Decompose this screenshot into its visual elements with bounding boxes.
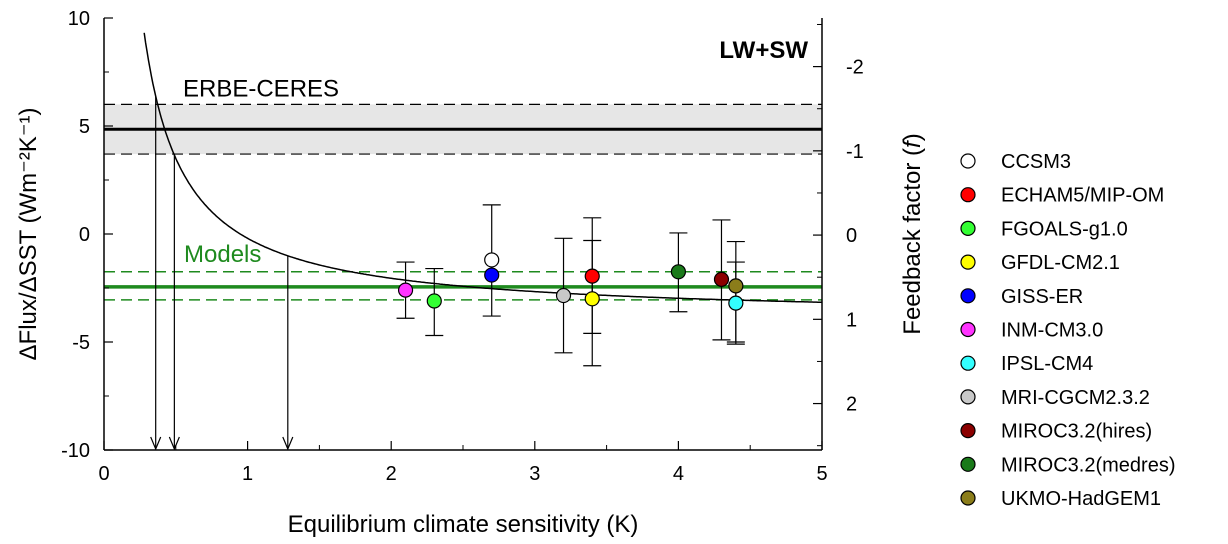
right-tick-label: -2 xyxy=(846,57,864,79)
data-point xyxy=(555,287,572,304)
y-tick-label: 10 xyxy=(68,8,90,30)
legend-label: INM-CM3.0 xyxy=(1001,320,1103,342)
right-title-end: ) xyxy=(899,133,926,141)
x-ticks-group: 0 1 2 3 4 5 xyxy=(98,441,828,485)
data-point xyxy=(713,271,730,287)
y-tick-label: -10 xyxy=(61,440,90,462)
data-point xyxy=(426,293,442,309)
legend-label: CCSM3 xyxy=(1001,151,1071,173)
right-title-text: Feedback factor ( xyxy=(899,148,926,335)
legend-marker xyxy=(960,456,976,472)
right-tick-label: 1 xyxy=(846,309,857,331)
legend-label: GISS-ER xyxy=(1001,286,1083,308)
y-tick-label: 5 xyxy=(79,116,90,138)
right-tick-label: -1 xyxy=(846,141,864,163)
data-point xyxy=(484,252,500,268)
legend-marker xyxy=(960,153,976,169)
legend-label: MIROC3.2(hires) xyxy=(1001,421,1152,443)
legend-label: IPSL-CM4 xyxy=(1001,353,1093,375)
x-tick-label: 2 xyxy=(386,463,397,485)
legend-label: ECHAM5/MIP-OM xyxy=(1001,185,1164,207)
x-tick-label: 3 xyxy=(529,463,540,485)
legend-marker xyxy=(960,220,976,236)
erbe-ceres-label: ERBE-CERES xyxy=(183,75,339,102)
legend-marker xyxy=(960,389,976,405)
legend-marker xyxy=(960,355,976,371)
y-ticks-group: -10 -5 0 5 10 xyxy=(61,8,113,462)
y-axis-title-right: Feedback factor (f) xyxy=(899,133,926,334)
data-point xyxy=(728,278,744,294)
x-tick-label: 4 xyxy=(673,463,684,485)
right-ticks-group: -2 -1 0 1 2 xyxy=(813,23,864,447)
curve-group xyxy=(143,32,822,304)
models-label: Models xyxy=(184,241,261,268)
points-group xyxy=(397,252,744,311)
data-point xyxy=(397,282,414,298)
x-tick-label: 0 xyxy=(98,463,109,485)
legend-label: GFDL-CM2.1 xyxy=(1001,252,1120,274)
right-title-symbol: f xyxy=(899,139,926,148)
x-tick-label: 1 xyxy=(242,463,253,485)
x-tick-label: 5 xyxy=(816,463,827,485)
arrow-head xyxy=(282,436,294,451)
data-point xyxy=(584,291,600,307)
legend-label: UKMO-HadGEM1 xyxy=(1001,488,1161,510)
x-axis-title: Equilibrium climate sensitivity (K) xyxy=(288,511,639,538)
legend-marker xyxy=(960,490,976,506)
legend-marker xyxy=(960,423,976,439)
legend-label: FGOALS-g1.0 xyxy=(1001,218,1128,240)
right-tick-label: 2 xyxy=(846,394,857,416)
right-tick-label: 0 xyxy=(846,225,857,247)
arrows-group xyxy=(150,96,294,451)
arrow-head xyxy=(150,436,162,451)
y-tick-label: 0 xyxy=(79,224,90,246)
arrow-head xyxy=(168,436,180,451)
data-point xyxy=(584,268,600,284)
y-axis-title-left: ΔFlux/ΔSST (Wm⁻²K⁻¹) xyxy=(15,108,42,361)
legend: CCSM3 ECHAM5/MIP-OM FGOALS-g1.0 GFDL-CM2.1 G… xyxy=(960,151,1175,510)
legend-marker xyxy=(960,288,976,304)
legend-marker xyxy=(960,187,976,203)
erbe-band-group xyxy=(104,103,822,155)
feedback-curve xyxy=(143,32,822,304)
data-point xyxy=(484,267,500,283)
y-tick-label: -5 xyxy=(72,332,90,354)
data-point xyxy=(728,295,744,311)
legend-marker xyxy=(960,321,976,338)
legend-label: MRI-CGCM2.3.2 xyxy=(1001,387,1150,409)
panel-label: LW+SW xyxy=(719,37,808,64)
legend-label: MIROC3.2(medres) xyxy=(1001,454,1175,476)
legend-marker xyxy=(960,254,976,270)
data-point xyxy=(670,264,687,280)
